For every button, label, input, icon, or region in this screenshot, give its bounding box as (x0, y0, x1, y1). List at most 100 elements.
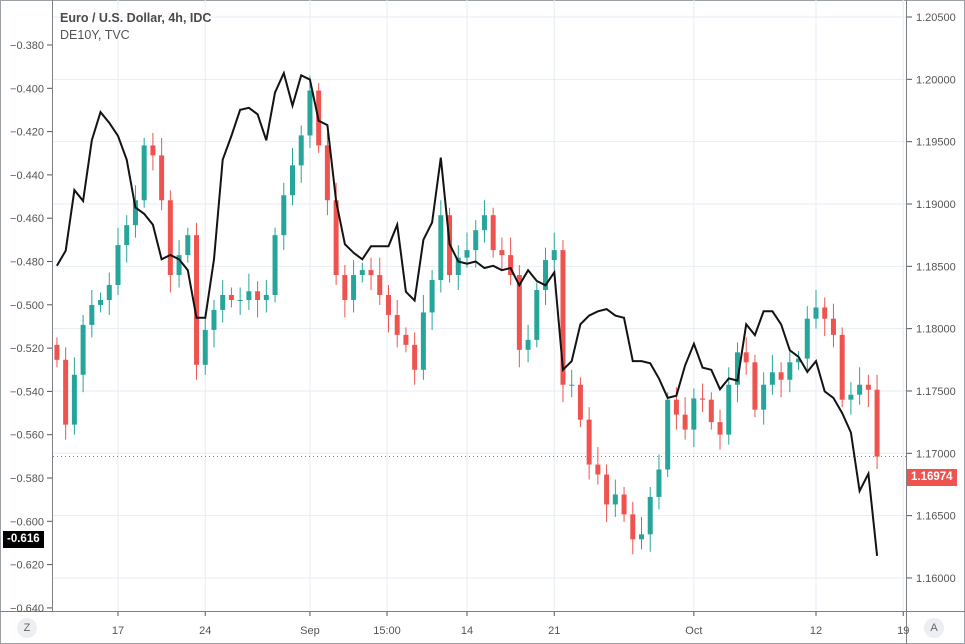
candle-body (429, 280, 435, 313)
left-axis-label: −0.440 (10, 170, 44, 182)
candle-body (403, 334, 409, 345)
right-axis-label: 1.19000 (916, 199, 956, 211)
candle-body (438, 215, 444, 281)
candle-body (525, 339, 531, 350)
candle-body (734, 352, 740, 385)
left-price-axis[interactable]: −0.380 −0.400 −0.420 −0.440 −0.460 −0.480 −0.5… (10, 40, 52, 615)
candle-body (202, 329, 208, 365)
candle-body (516, 275, 522, 350)
candle-body (298, 135, 304, 166)
main-series-title[interactable]: Euro / U.S. Dollar, 4h, IDC (60, 11, 212, 25)
candle-body (220, 294, 226, 310)
candle-body (333, 200, 339, 276)
candle-body (543, 260, 549, 291)
candle-body (359, 270, 365, 276)
right-axis-label: 1.18500 (916, 261, 956, 273)
time-axis-label: 24 (199, 625, 211, 637)
chart-legend: Euro / U.S. Dollar, 4h, IDC DE10Y, TVC (60, 10, 211, 44)
candle-body (551, 250, 557, 261)
candle-body (132, 200, 138, 226)
time-axis-label: 12 (810, 625, 822, 637)
candle-body (508, 255, 514, 276)
candle-body (743, 352, 749, 363)
candle-body (455, 257, 461, 276)
candle-body (796, 358, 802, 363)
right-axis-label: 1.16500 (916, 511, 956, 523)
candle-body (708, 399, 714, 423)
candle-body (150, 145, 156, 156)
candle-body (612, 494, 618, 505)
left-axis-label: −0.460 (10, 213, 44, 225)
candle-body (726, 384, 732, 435)
candle-body (263, 294, 269, 300)
candle-body (185, 235, 191, 256)
left-axis-label: −0.600 (10, 516, 44, 528)
candle-body (246, 291, 252, 300)
de10y-line (56, 70, 879, 557)
right-axis-label: 1.20000 (916, 74, 956, 86)
left-axis-label: −0.540 (10, 386, 44, 398)
left-axis-label: −0.480 (10, 257, 44, 269)
candle-body (813, 307, 819, 319)
candle-body (63, 359, 69, 425)
right-axis-label: 1.19500 (916, 137, 956, 149)
candle-body (80, 324, 86, 375)
candle-body (673, 399, 679, 415)
candle-body (656, 469, 662, 497)
candle-body (324, 145, 330, 201)
time-axis[interactable]: 17 24 Sep 15:00 14 21 Oct 12 19 (112, 612, 910, 637)
time-axis-label: 14 (461, 625, 473, 637)
right-axis-label: 1.20500 (916, 12, 956, 24)
time-axis-label: 15:00 (373, 625, 401, 637)
candle-body (98, 299, 104, 305)
time-axis-label: 17 (112, 625, 124, 637)
candle-body (167, 200, 173, 276)
auto-scale-button[interactable]: A (924, 618, 944, 638)
candle-body (481, 215, 487, 231)
candle-body (752, 362, 758, 410)
eurusd-last-price-tag: 1.16974 (907, 469, 957, 486)
right-axis-label: 1.18000 (916, 324, 956, 336)
right-axis-label: 1.17500 (916, 386, 956, 398)
candle-body (281, 195, 287, 236)
candle-body (499, 250, 505, 256)
candle-body (115, 245, 121, 286)
candle-body (272, 235, 278, 295)
right-price-axis[interactable]: 1.20500 1.20000 1.19500 1.19000 1.18500 1.180… (907, 12, 956, 585)
candle-body (717, 422, 723, 435)
candle-body (630, 514, 636, 540)
candle-body (604, 474, 610, 505)
left-axis-label: −0.620 (10, 560, 44, 572)
candle-body (159, 155, 165, 201)
left-axis-label: −0.560 (10, 430, 44, 442)
de10y-last-value-tag: -0.616 (3, 531, 44, 548)
left-axis-label: −0.500 (10, 300, 44, 312)
candle-body (857, 384, 863, 395)
candle-body (412, 344, 418, 370)
candle-body (595, 464, 601, 475)
candle-body (534, 290, 540, 340)
left-axis-toggle-button[interactable]: Z (17, 618, 37, 638)
candle-body (691, 398, 697, 430)
candle-body (700, 398, 706, 400)
time-axis-label: 19 (897, 625, 909, 637)
candle-body (377, 275, 383, 295)
candle-body (490, 215, 496, 251)
left-axis-label: −0.380 (10, 40, 44, 52)
candle-body (89, 304, 95, 325)
candle-body (848, 394, 854, 400)
candle-body (194, 235, 200, 365)
left-axis-label: −0.580 (10, 473, 44, 485)
candle-body (385, 294, 391, 315)
candle-body (830, 318, 836, 335)
candle-body (865, 384, 871, 390)
candle-body (787, 362, 793, 380)
candle-body (804, 318, 810, 359)
candle-body (822, 307, 828, 319)
grid (53, 0, 906, 611)
candle-body (420, 312, 426, 370)
candle-body (665, 399, 671, 470)
candle-body (621, 494, 627, 515)
overlay-series-title[interactable]: DE10Y, TVC (60, 28, 130, 42)
